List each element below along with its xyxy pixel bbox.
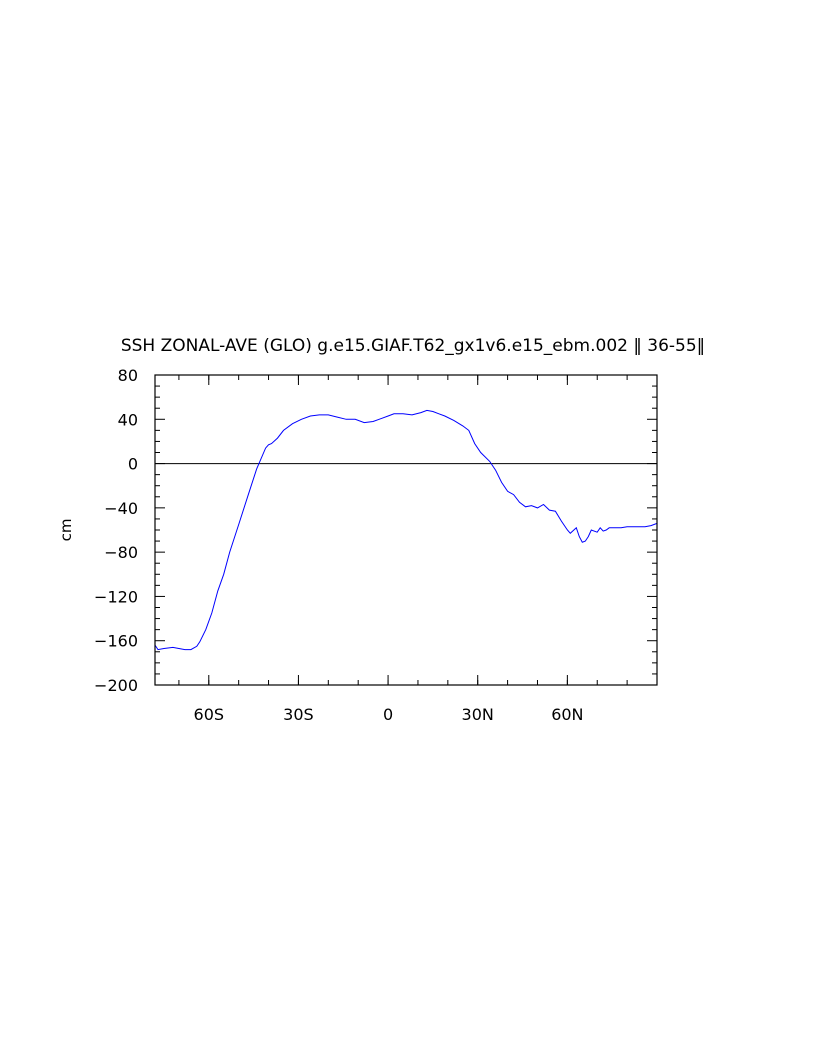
x-tick-labels: 60S 30S 0 30N 60N <box>194 705 584 724</box>
y-tick-label: 0 <box>128 455 138 474</box>
y-tick-label: 80 <box>118 366 138 385</box>
plot-frame <box>154 374 658 686</box>
y-tick-label: −80 <box>104 543 138 562</box>
y-tick-labels: 80 40 0 −40 −80 −120 −160 −200 <box>94 366 138 695</box>
y-tick-label: −200 <box>94 676 138 695</box>
y-tick-label: −40 <box>104 499 138 518</box>
chart-title: SSH ZONAL-AVE (GLO) g.e15.GIAF.T62_gx1v6… <box>121 336 705 356</box>
y-tick-label: 40 <box>118 410 138 429</box>
x-tick-label: 30N <box>462 705 494 724</box>
y-tick-label: −120 <box>94 587 138 606</box>
major-ticks <box>155 374 657 686</box>
x-tick-label: 60S <box>194 705 225 724</box>
x-tick-label: 60N <box>551 705 583 724</box>
x-tick-label: 30S <box>283 705 314 724</box>
y-axis-label: cm <box>57 519 75 542</box>
minor-ticks <box>155 375 657 685</box>
x-tick-label: 0 <box>383 705 393 724</box>
y-tick-label: −160 <box>94 632 138 651</box>
series-line-ssh <box>154 409 658 651</box>
